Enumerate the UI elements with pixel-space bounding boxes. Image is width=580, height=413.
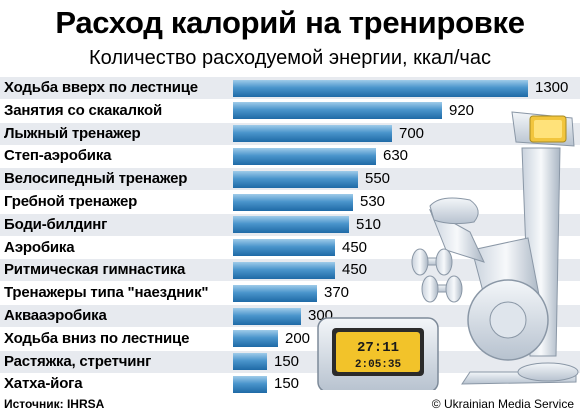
stopwatch-display: 27:11 2:05:35 — [317, 317, 439, 390]
value-label: 370 — [324, 284, 350, 302]
category-label: Лыжный тренажер — [4, 124, 141, 142]
category-label: Гребной тренажер — [4, 193, 138, 210]
value-label: 450 — [342, 238, 368, 256]
bar — [233, 375, 267, 393]
value-label: 150 — [274, 352, 300, 370]
category-label: Аквааэробика — [4, 307, 107, 324]
bar — [233, 353, 267, 371]
value-label: 550 — [365, 170, 391, 188]
category-label: Занятия со скакалкой — [4, 101, 162, 119]
value-label: 510 — [356, 215, 382, 233]
bar — [233, 170, 358, 188]
bar — [233, 239, 335, 257]
value-label: 1300 — [535, 79, 569, 96]
chart-subtitle: Количество расходуемой энергии, ккал/час — [89, 47, 491, 69]
chart-title: Расход калорий на тренировке — [55, 5, 525, 40]
bar — [233, 261, 335, 279]
exercise-bike-illustration: 27:11 2:05:35 — [317, 111, 579, 390]
value-label: 530 — [360, 193, 386, 210]
display-line1: 27:11 — [357, 340, 399, 356]
category-label: Велосипедный тренажер — [4, 170, 188, 188]
bar — [233, 284, 317, 302]
display-line2: 2:05:35 — [355, 359, 402, 371]
category-label: Ходьба вниз по лестнице — [4, 329, 190, 347]
credit-note: © Ukrainian Media Service — [431, 397, 574, 411]
value-label: 630 — [383, 147, 409, 165]
category-label: Аэробика — [4, 238, 75, 256]
category-label: Степ-аэробика — [4, 147, 112, 165]
bar — [233, 193, 353, 211]
value-label: 450 — [342, 261, 368, 279]
source-note: Источник: IHRSA — [4, 397, 105, 411]
category-label: Ритмическая гимнастика — [4, 261, 186, 279]
category-label: Тренажеры типа "наездник" — [4, 284, 209, 302]
category-label: Растяжка, стретчинг — [4, 352, 152, 370]
bar — [233, 216, 349, 234]
category-label: Ходьба вверх по лестнице — [4, 79, 198, 96]
bar — [233, 125, 392, 143]
bar — [233, 79, 528, 97]
value-label: 700 — [399, 124, 425, 142]
category-label: Боди-билдинг — [4, 215, 108, 233]
category-label: Хатха-йога — [4, 375, 83, 393]
value-label: 200 — [285, 329, 311, 347]
bar — [233, 147, 376, 165]
value-label: 920 — [449, 101, 475, 119]
bar — [233, 102, 442, 120]
dumbbell-icon — [411, 248, 463, 303]
bar — [233, 307, 301, 325]
bar — [233, 330, 278, 348]
value-label: 150 — [274, 375, 300, 393]
